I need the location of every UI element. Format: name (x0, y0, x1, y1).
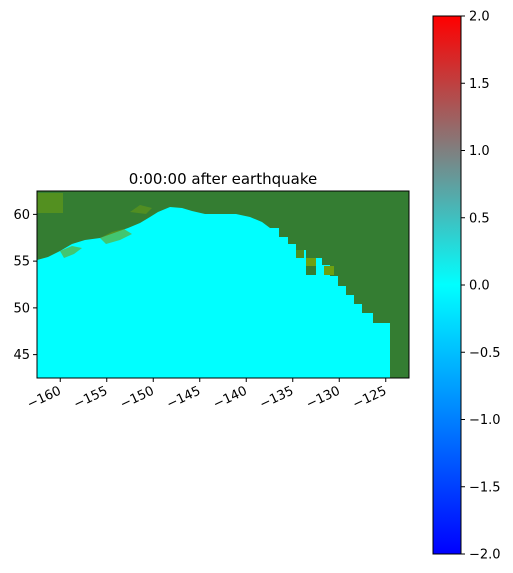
x-tick-label: −130 (304, 384, 343, 413)
x-tick-label: −155 (71, 384, 110, 413)
x-tick-label: −145 (164, 384, 203, 413)
x-axis: −160 −155 −150 −145 −140 −135 −130 −125 (25, 378, 389, 412)
colorbar-tick-label: 1.0 (469, 144, 490, 159)
colorbar (432, 15, 462, 555)
y-tick-label: 55 (13, 255, 30, 270)
colorbar-ticks: 2.0 1.5 1.0 0.5 0.0 −0.5 −1.0 −1.5 −2.0 (461, 10, 501, 563)
x-tick-label: −140 (211, 384, 250, 413)
x-tick-label: −160 (25, 384, 64, 413)
colorbar-tick-label: −0.5 (469, 346, 501, 361)
map-frame (36, 190, 410, 379)
y-axis: 45 50 55 60 (13, 208, 37, 363)
colorbar-tick-label: 1.5 (469, 77, 490, 92)
colorbar-tick-label: 2.0 (469, 10, 490, 25)
land-mass (37, 191, 409, 378)
colorbar-tick-label: −1.0 (469, 413, 501, 428)
elevation-tiles (37, 193, 334, 275)
y-tick-label: 60 (13, 208, 30, 223)
colorbar-tick-label: −2.0 (469, 548, 501, 563)
colorbar-tick-label: 0.0 (469, 279, 490, 294)
plot-title: 0:00:00 after earthquake (129, 170, 317, 188)
colorbar-tick-label: 0.5 (469, 211, 490, 226)
x-tick-label: −135 (257, 384, 296, 413)
map-panel (37, 191, 409, 378)
x-tick-label: −125 (350, 384, 389, 413)
y-tick-label: 50 (13, 301, 30, 316)
y-tick-label: 45 (13, 348, 30, 363)
x-tick-label: −150 (118, 384, 157, 413)
colorbar-tick-label: −1.5 (469, 480, 501, 495)
